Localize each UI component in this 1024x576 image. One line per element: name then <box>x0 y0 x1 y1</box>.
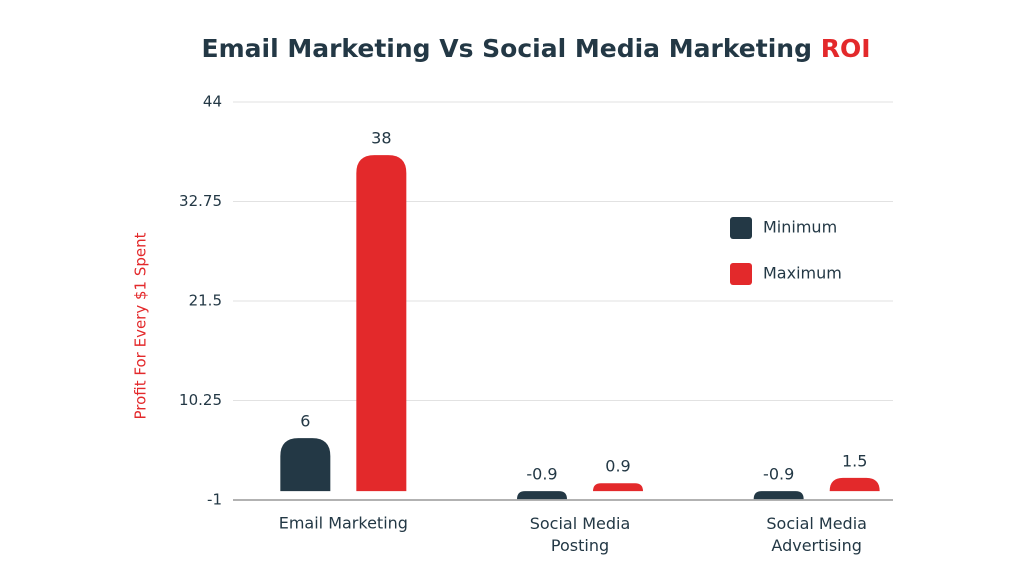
y-tick-label: 32.75 <box>179 192 222 210</box>
y-axis-label: Profit For Every $1 Spent <box>132 232 150 419</box>
y-tick-label: 10.25 <box>179 391 222 409</box>
y-tick-label: -1 <box>207 491 222 509</box>
title-highlight: ROI <box>821 34 871 63</box>
x-tick-label: Social Media Posting <box>530 514 631 555</box>
bar <box>753 491 804 500</box>
value-label: 6 <box>300 412 310 431</box>
x-tick-label: Email Marketing <box>279 514 408 533</box>
value-label: -0.9 <box>763 465 794 484</box>
legend-label: Minimum <box>763 218 837 237</box>
bar <box>829 477 880 492</box>
legend-label: Maximum <box>763 264 842 283</box>
value-label: 1.5 <box>842 451 867 470</box>
chart-title: Email Marketing Vs Social Media Marketin… <box>202 34 871 63</box>
bar <box>356 155 407 492</box>
title-main: Email Marketing Vs Social Media Marketin… <box>202 34 812 63</box>
value-label: -0.9 <box>526 465 557 484</box>
x-tick-label: Social Media Advertising <box>766 514 867 555</box>
y-tick-label: 21.5 <box>189 292 222 310</box>
bar <box>593 483 643 492</box>
value-label: 0.9 <box>605 457 630 476</box>
value-label: 38 <box>371 129 391 148</box>
legend-swatch <box>730 263 752 285</box>
legend-swatch <box>730 217 752 239</box>
bar <box>280 438 331 492</box>
y-tick-label: 44 <box>203 93 222 111</box>
bar <box>517 491 567 500</box>
